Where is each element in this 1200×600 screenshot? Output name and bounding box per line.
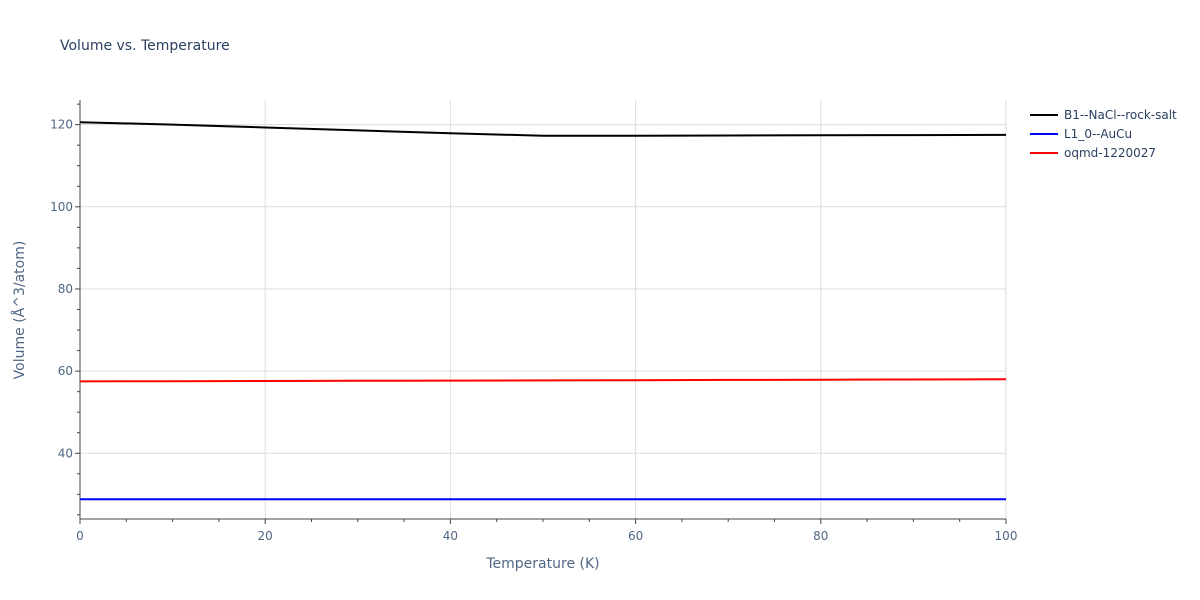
x-tick-label-4: 80 <box>813 529 828 543</box>
grid-lines <box>80 100 1007 519</box>
chart-title: Volume vs. Temperature <box>60 38 230 54</box>
legend: B1--NaCl--rock-salt L1_0--AuCu oqmd-122002… <box>1030 108 1177 160</box>
legend-label-0: B1--NaCl--rock-salt <box>1064 108 1177 122</box>
x-tick-label-3: 60 <box>628 529 643 543</box>
y-tick-label-2: 80 <box>58 282 73 296</box>
series-lines <box>79 121 1007 501</box>
legend-label-2: oqmd-1220027 <box>1064 146 1156 160</box>
x-axis-title: Temperature (K) <box>485 556 599 572</box>
y-tick-label-3: 100 <box>50 200 73 214</box>
series-line-2 <box>79 378 1007 383</box>
y-axis-title: Volume (Å^3/atom) <box>11 241 28 380</box>
y-tick-label-1: 60 <box>58 364 73 378</box>
series-line-0 <box>79 121 1007 137</box>
y-tick-label-0: 40 <box>58 446 73 460</box>
x-tick-label-2: 40 <box>443 529 458 543</box>
x-tick-label-5: 100 <box>995 529 1018 543</box>
x-tick-label-0: 0 <box>76 529 84 543</box>
y-tick-label-4: 120 <box>50 118 73 132</box>
x-tick-label-1: 20 <box>258 529 273 543</box>
legend-label-1: L1_0--AuCu <box>1064 127 1132 141</box>
axes: 0 20 40 60 80 100 40 60 80 100 120 <box>50 100 1017 543</box>
